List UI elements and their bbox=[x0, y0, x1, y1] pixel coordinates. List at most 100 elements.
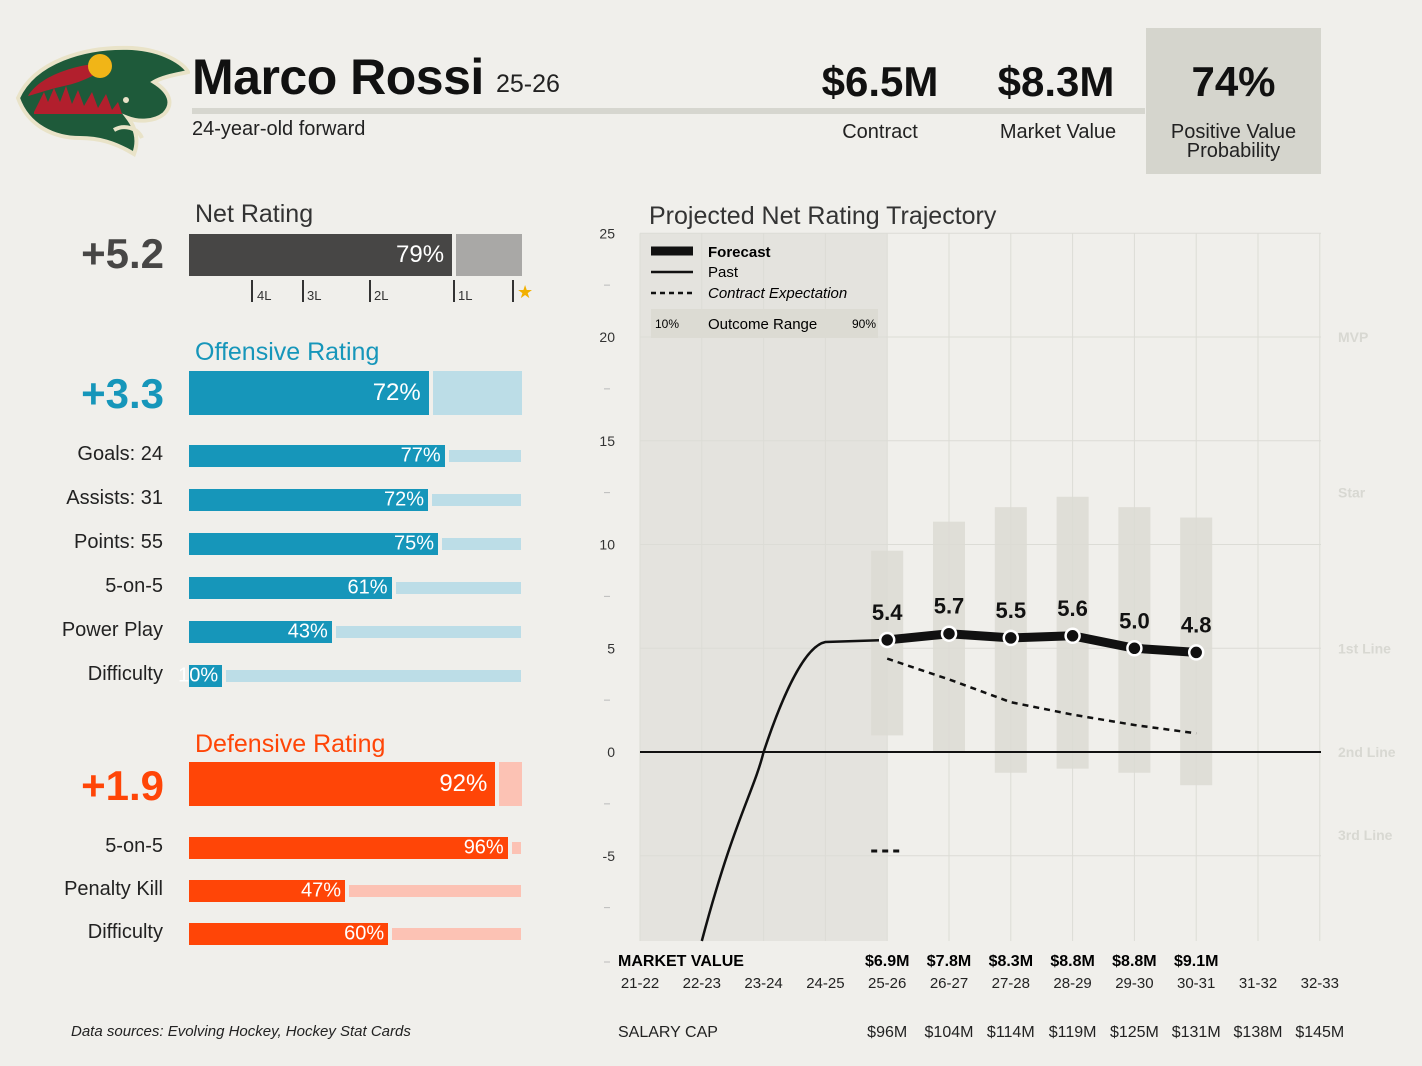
offense-row-label: Difficulty bbox=[87, 663, 163, 685]
header-divider bbox=[192, 108, 1145, 114]
x-tick-label: 29-30 bbox=[1115, 975, 1153, 992]
defense-row-bar-rest bbox=[349, 885, 521, 897]
net-rating-scale: 4L 3L 2L 1L ★ bbox=[189, 280, 534, 304]
x-tick-label: 22-23 bbox=[683, 975, 721, 992]
defense-row-bar-rest bbox=[511, 842, 521, 854]
offense-row-bar: 75% bbox=[189, 533, 521, 555]
offense-row-bar-fill: 77% bbox=[189, 445, 445, 467]
market-value-entry: $8.8M bbox=[1112, 953, 1156, 970]
x-tick-label: 26-27 bbox=[930, 975, 968, 992]
defensive-rating-bar: 92% bbox=[189, 762, 522, 806]
defense-row-bar-fill: 47% bbox=[189, 879, 346, 902]
offense-row-bar: 72% bbox=[189, 489, 521, 511]
y-tick-label: 0 bbox=[607, 744, 615, 760]
defense-row-label: Difficulty bbox=[87, 921, 163, 943]
salary-cap-entry: $125M bbox=[1110, 1024, 1159, 1041]
offensive-rating-bar: 72% bbox=[189, 371, 522, 415]
positive-value-label-2: Probability bbox=[1186, 140, 1281, 162]
contract-expectation-line bbox=[886, 657, 1197, 735]
defense-row-bar: 60% bbox=[189, 923, 521, 945]
defense-row-label: 5-on-5 bbox=[105, 835, 163, 857]
legend-range-low: 10% bbox=[655, 317, 679, 331]
offense-row-label: Power Play bbox=[61, 619, 163, 641]
offense-row-bar-rest bbox=[335, 626, 521, 638]
offensive-rating-bar-rest bbox=[432, 371, 522, 415]
salary-cap-entry: $119M bbox=[1049, 1024, 1097, 1041]
x-tick-label: 28-29 bbox=[1053, 975, 1091, 992]
scale-4l: 4L bbox=[257, 288, 272, 303]
defense-row-bar: 96% bbox=[189, 837, 521, 859]
offense-row-bar-fill: 72% bbox=[189, 488, 429, 511]
offense-row-pct: 61% bbox=[347, 576, 388, 599]
tier-label: 1st Line bbox=[1338, 640, 1391, 656]
positive-value-probability: 74% bbox=[1191, 58, 1276, 105]
legend-range-label: Outcome Range bbox=[708, 316, 817, 333]
past-line bbox=[700, 638, 888, 942]
forecast-label: 5.7 bbox=[934, 594, 965, 619]
forecast-line bbox=[886, 629, 1197, 657]
market-value-entry: $8.8M bbox=[1050, 953, 1094, 970]
market-value: $8.3M bbox=[997, 58, 1115, 105]
x-tick-label: 32-33 bbox=[1301, 975, 1339, 992]
net-rating-title: Net Rating bbox=[195, 200, 314, 228]
defensive-rating-pct: 92% bbox=[439, 770, 488, 797]
defense-row-bar-rest bbox=[392, 928, 521, 940]
offense-row-pct: 10% bbox=[178, 664, 219, 687]
defensive-rating-title: Defensive Rating bbox=[195, 730, 386, 758]
legend-range-swatch bbox=[651, 309, 878, 338]
tier-label: 2nd Line bbox=[1338, 744, 1396, 760]
x-tick-label: 24-25 bbox=[806, 975, 844, 992]
offensive-rating-pct: 72% bbox=[372, 379, 421, 406]
outcome-range-bar bbox=[1118, 507, 1151, 773]
offensive-rating-bar-fill: 72% bbox=[189, 371, 429, 415]
offense-row-bar-fill: 61% bbox=[189, 577, 392, 599]
star-icon: ★ bbox=[517, 282, 534, 302]
salary-cap-entry: $131M bbox=[1172, 1024, 1221, 1041]
y-tick-label: 20 bbox=[599, 329, 615, 345]
market-value-entry: $9.1M bbox=[1174, 953, 1218, 970]
y-tick-label: 25 bbox=[599, 225, 615, 241]
offense-row-pct: 72% bbox=[384, 488, 425, 511]
defense-row-bar: 47% bbox=[189, 880, 521, 902]
y-tick-label: 15 bbox=[599, 433, 615, 449]
offense-row-bar-rest bbox=[448, 450, 521, 462]
forecast-label: 5.0 bbox=[1119, 608, 1150, 633]
salary-cap-entry: $104M bbox=[925, 1024, 974, 1041]
forecast-point bbox=[1187, 644, 1205, 661]
offense-row-pct: 77% bbox=[400, 444, 441, 467]
data-sources: Data sources: Evolving Hockey, Hockey St… bbox=[71, 1023, 411, 1040]
offense-row-label: Assists: 31 bbox=[66, 487, 163, 509]
scale-2l: 2L bbox=[374, 288, 389, 303]
tier-label: Star bbox=[1338, 485, 1366, 501]
positive-value-label-1: Positive Value bbox=[1170, 121, 1297, 143]
season-label: 25-26 bbox=[496, 70, 560, 98]
scale-1l: 1L bbox=[458, 288, 473, 303]
offense-row-bar: 77% bbox=[189, 445, 521, 467]
x-tick-label: 27-28 bbox=[992, 975, 1030, 992]
offensive-rating-value: +3.3 bbox=[81, 370, 164, 417]
offense-row-bar-rest bbox=[432, 494, 521, 506]
offense-row-bar-rest bbox=[442, 538, 521, 550]
net-rating-bar-fill: 79% bbox=[189, 234, 453, 276]
positive-value-box: 74% Positive Value Probability bbox=[1146, 28, 1321, 174]
salary-cap-entry: $114M bbox=[987, 1024, 1035, 1041]
offense-row-label: Goals: 24 bbox=[77, 443, 163, 465]
offensive-rating-title: Offensive Rating bbox=[195, 338, 380, 366]
forecast-point bbox=[940, 625, 958, 642]
team-logo bbox=[15, 45, 190, 157]
player-subtitle: 24-year-old forward bbox=[192, 118, 366, 140]
tier-label: 3rd Line bbox=[1338, 827, 1393, 843]
market-value-entry: $6.9M bbox=[865, 953, 909, 970]
defense-row-label: Penalty Kill bbox=[64, 878, 163, 900]
defensive-rating-value: +1.9 bbox=[81, 762, 164, 809]
offense-row-bar: 43% bbox=[189, 621, 521, 643]
scale-3l: 3L bbox=[307, 288, 322, 303]
legend-contract-label: Contract Expectation bbox=[708, 285, 847, 302]
forecast-point bbox=[878, 631, 896, 649]
x-tick-label: 25-26 bbox=[868, 975, 906, 992]
x-tick-label: 21-22 bbox=[621, 975, 659, 992]
offense-row-label: 5-on-5 bbox=[105, 575, 163, 597]
salary-cap-entry: $96M bbox=[867, 1024, 907, 1041]
defense-row-pct: 47% bbox=[301, 879, 342, 902]
salary-cap-entry: $138M bbox=[1234, 1024, 1283, 1041]
